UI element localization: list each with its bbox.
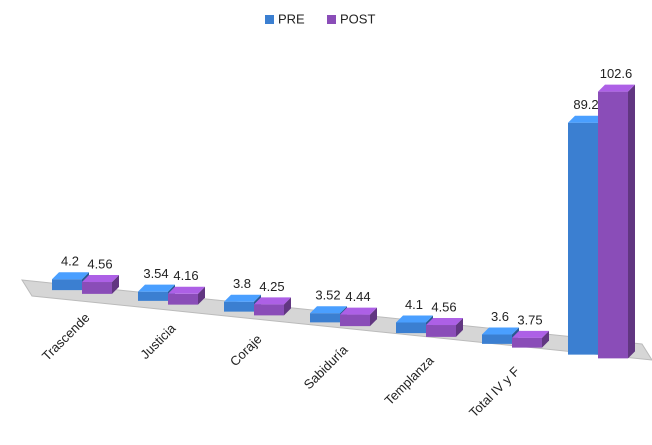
bar-top (224, 294, 261, 302)
bar (482, 334, 512, 344)
category-label: Trascende (39, 310, 93, 364)
bar-side (198, 286, 205, 305)
bar-top (254, 297, 291, 305)
bar (168, 293, 198, 305)
bar-top (512, 330, 549, 338)
legend: PRE POST (265, 11, 375, 26)
bar-top (598, 84, 635, 92)
value-label: 4.16 (173, 268, 198, 283)
bar (224, 301, 254, 312)
bar (568, 122, 598, 355)
value-label: 4.1 (405, 297, 423, 312)
bar-side (112, 275, 119, 294)
value-label: 4.56 (87, 256, 112, 271)
value-label: 3.8 (233, 276, 251, 291)
value-label: 4.44 (345, 289, 370, 304)
bar (254, 304, 284, 316)
bar-top (138, 284, 175, 292)
value-label: 3.75 (517, 312, 542, 327)
bar-side (370, 307, 377, 327)
bar-top (310, 306, 347, 314)
bar (340, 314, 370, 327)
bar (426, 325, 456, 337)
value-label: 89.2 (573, 97, 598, 112)
category-label: Templanza (381, 352, 437, 408)
bar (310, 313, 340, 323)
bar-top (426, 318, 463, 326)
legend-swatch (327, 15, 336, 24)
bar-top (168, 286, 205, 294)
bar-top (82, 275, 119, 283)
legend-label: POST (340, 11, 375, 26)
bar-side (284, 297, 291, 316)
bar (598, 91, 628, 359)
bar-top (482, 327, 519, 335)
bar (82, 282, 112, 294)
bar-top (396, 315, 433, 323)
value-label: 4.25 (259, 279, 284, 294)
value-label: 3.52 (315, 288, 340, 303)
category-label: Sabiduría (301, 342, 352, 393)
value-label: 102.6 (600, 66, 633, 81)
bar-side (456, 318, 463, 337)
bar-top (340, 307, 377, 315)
bar (396, 322, 426, 334)
category-label: Coraje (227, 331, 265, 369)
bar (512, 337, 542, 348)
value-label: 3.54 (143, 266, 168, 281)
bar-side (542, 330, 549, 348)
bar-side (628, 84, 635, 359)
bar-top (568, 115, 605, 123)
legend-label: PRE (278, 11, 305, 26)
value-label: 4.2 (61, 254, 79, 269)
category-label: Justicia (137, 320, 179, 362)
category-label: Total IV y F (466, 364, 523, 421)
bar-top (52, 272, 89, 280)
bar (138, 291, 168, 301)
value-label: 4.56 (431, 299, 456, 314)
value-label: 3.6 (491, 309, 509, 324)
bar (52, 279, 82, 291)
legend-swatch (265, 15, 274, 24)
